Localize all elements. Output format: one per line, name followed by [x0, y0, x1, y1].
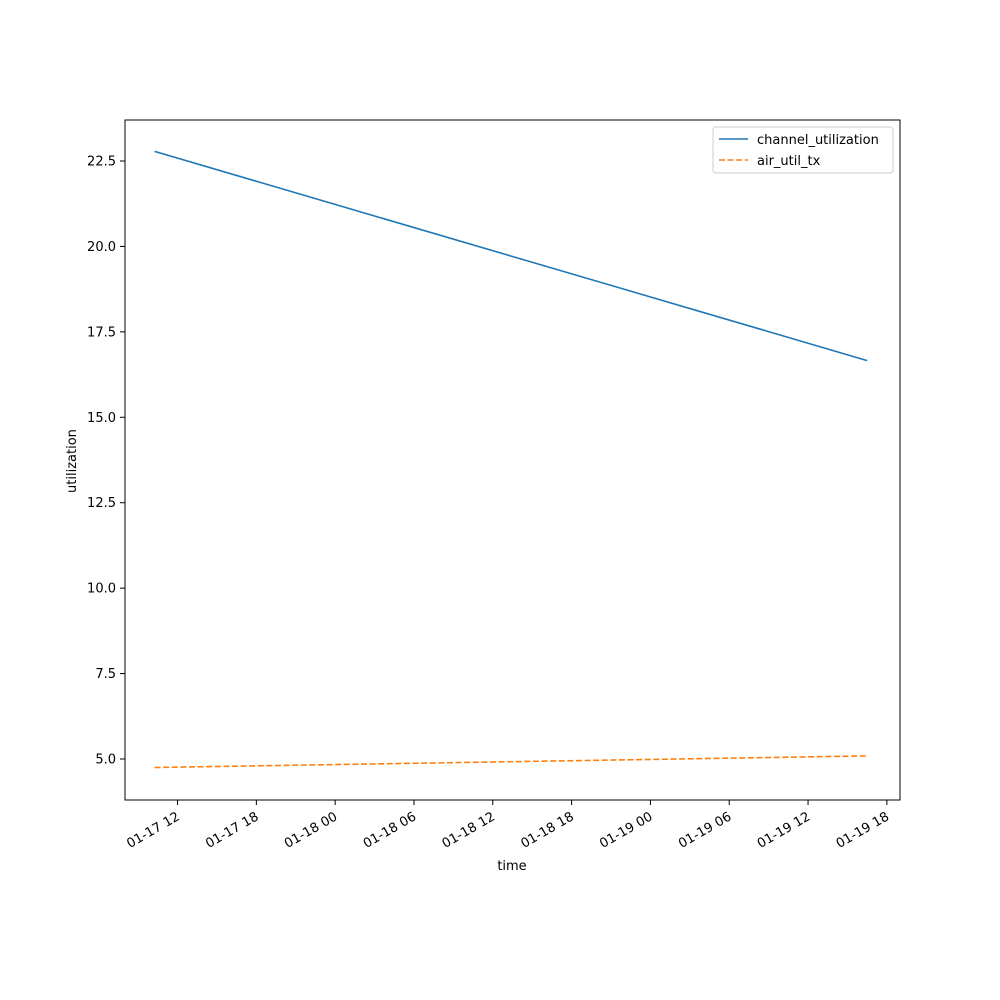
plot-frame	[124, 119, 901, 801]
y-tick-label: 15.0	[87, 411, 116, 426]
y-axis-label: utilization	[65, 429, 80, 493]
legend-label: channel_utilization	[757, 133, 879, 148]
y-tick-label: 7.5	[95, 667, 116, 682]
y-tick-label: 17.5	[87, 325, 116, 340]
legend-box	[712, 126, 894, 174]
series-line-air-util-tx	[154, 755, 868, 769]
legend-label: air_util_tx	[757, 154, 821, 169]
y-axis: 5.0 7.5 10.0 12.5 15.0 17.5 20.0 22.5	[87, 155, 125, 767]
y-tick-label: 22.5	[87, 155, 116, 170]
plot-series	[154, 150, 868, 769]
y-tick-label: 12.5	[87, 496, 116, 511]
series-line-channel-utilization	[154, 150, 868, 362]
x-axis-label: time	[497, 859, 526, 874]
legend: channel_utilization air_util_tx	[712, 126, 894, 174]
y-tick-label: 5.0	[95, 752, 116, 767]
y-tick-label: 10.0	[87, 582, 116, 597]
y-tick-label: 20.0	[87, 240, 116, 255]
